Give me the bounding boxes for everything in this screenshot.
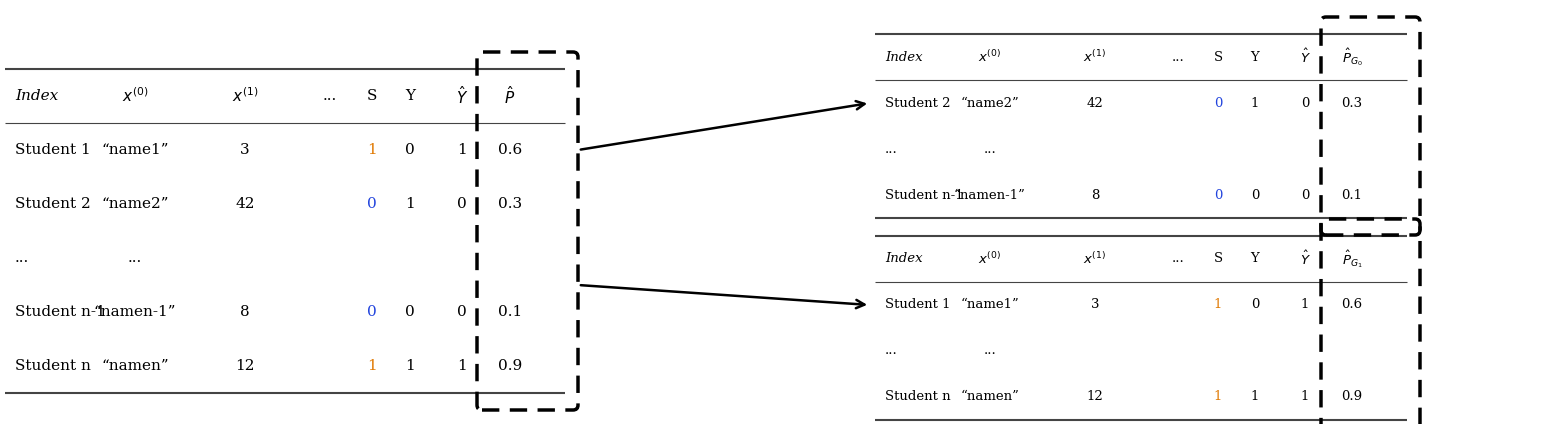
Text: 1: 1 [457,143,466,157]
Text: 1: 1 [1301,391,1309,404]
Text: 0: 0 [1214,189,1221,201]
Text: Student 2: Student 2 [16,197,90,211]
Text: 0.1: 0.1 [1342,189,1362,201]
Text: 0: 0 [1214,97,1221,109]
Text: 3: 3 [240,143,250,157]
Text: ...: ... [885,345,897,357]
Text: ...: ... [323,89,337,103]
Text: 8: 8 [1090,189,1100,201]
Text: 1: 1 [1214,298,1221,312]
Text: Student n: Student n [885,391,950,404]
Text: $\hat{Y}$: $\hat{Y}$ [1299,250,1310,268]
Text: “namen-1”: “namen-1” [955,189,1026,201]
Text: 42: 42 [1087,97,1103,109]
Text: “name2”: “name2” [101,197,168,211]
Text: 1: 1 [367,359,378,373]
Text: Y: Y [1251,50,1259,64]
Text: 0: 0 [1301,97,1309,109]
Text: S: S [1214,50,1223,64]
Text: 0.6: 0.6 [498,143,523,157]
Text: 0.1: 0.1 [498,305,523,319]
Text: ...: ... [885,142,897,156]
Text: 0: 0 [367,305,378,319]
Text: 1: 1 [367,143,378,157]
Text: $x^{(1)}$: $x^{(1)}$ [1084,251,1106,267]
Text: “namen”: “namen” [961,391,1019,404]
Text: 42: 42 [236,197,254,211]
Text: 0: 0 [1251,189,1259,201]
Text: Student 1: Student 1 [16,143,90,157]
Text: 0: 0 [1251,298,1259,312]
Text: $x^{(1)}$: $x^{(1)}$ [1084,49,1106,65]
Text: ...: ... [984,345,997,357]
Text: ...: ... [1172,50,1184,64]
Text: $\hat{P}_{G_1}$: $\hat{P}_{G_1}$ [1342,248,1362,270]
Text: $x^{(0)}$: $x^{(0)}$ [978,49,1002,65]
Text: ...: ... [128,251,142,265]
Text: Y: Y [406,89,415,103]
Text: Student n: Student n [16,359,90,373]
Text: $\hat{Y}$: $\hat{Y}$ [456,85,468,107]
Text: Index: Index [16,89,58,103]
Text: Y: Y [1251,253,1259,265]
Text: 0.6: 0.6 [1342,298,1362,312]
Text: 12: 12 [1087,391,1103,404]
Text: “namen”: “namen” [101,359,168,373]
Text: $x^{(1)}$: $x^{(1)}$ [232,86,257,105]
Text: 0.9: 0.9 [498,359,523,373]
Text: 0: 0 [406,305,415,319]
Text: “name2”: “name2” [961,97,1019,109]
Text: ...: ... [984,142,997,156]
Text: 0.3: 0.3 [1342,97,1362,109]
Text: “name1”: “name1” [101,143,168,157]
Text: Student n-1: Student n-1 [16,305,106,319]
Text: 1: 1 [406,197,415,211]
Text: 12: 12 [236,359,254,373]
Text: 0: 0 [1301,189,1309,201]
Text: $\hat{Y}$: $\hat{Y}$ [1299,48,1310,66]
Text: 0.9: 0.9 [1342,391,1362,404]
Text: Student 1: Student 1 [885,298,950,312]
Text: 1: 1 [1214,391,1221,404]
Text: Index: Index [885,50,922,64]
Text: 1: 1 [1301,298,1309,312]
Text: Student n-1: Student n-1 [885,189,964,201]
Text: 0: 0 [406,143,415,157]
Text: “namen-1”: “namen-1” [94,305,176,319]
Text: 3: 3 [1090,298,1100,312]
Text: ...: ... [1172,253,1184,265]
Text: 0: 0 [457,305,466,319]
Text: S: S [1214,253,1223,265]
Text: Student 2: Student 2 [885,97,950,109]
Text: Index: Index [885,253,922,265]
Text: 1: 1 [1251,97,1259,109]
Text: 0: 0 [457,197,466,211]
Text: S: S [367,89,378,103]
Text: ...: ... [16,251,30,265]
Text: $x^{(0)}$: $x^{(0)}$ [978,251,1002,267]
Text: “name1”: “name1” [961,298,1019,312]
Text: $\hat{P}$: $\hat{P}$ [504,85,516,107]
Text: $x^{(0)}$: $x^{(0)}$ [122,86,148,105]
Text: 8: 8 [240,305,250,319]
Text: 1: 1 [1251,391,1259,404]
Text: 1: 1 [457,359,466,373]
Text: 0.3: 0.3 [498,197,523,211]
Text: $\hat{P}_{G_0}$: $\hat{P}_{G_0}$ [1342,46,1362,68]
Text: 0: 0 [367,197,378,211]
Text: 1: 1 [406,359,415,373]
